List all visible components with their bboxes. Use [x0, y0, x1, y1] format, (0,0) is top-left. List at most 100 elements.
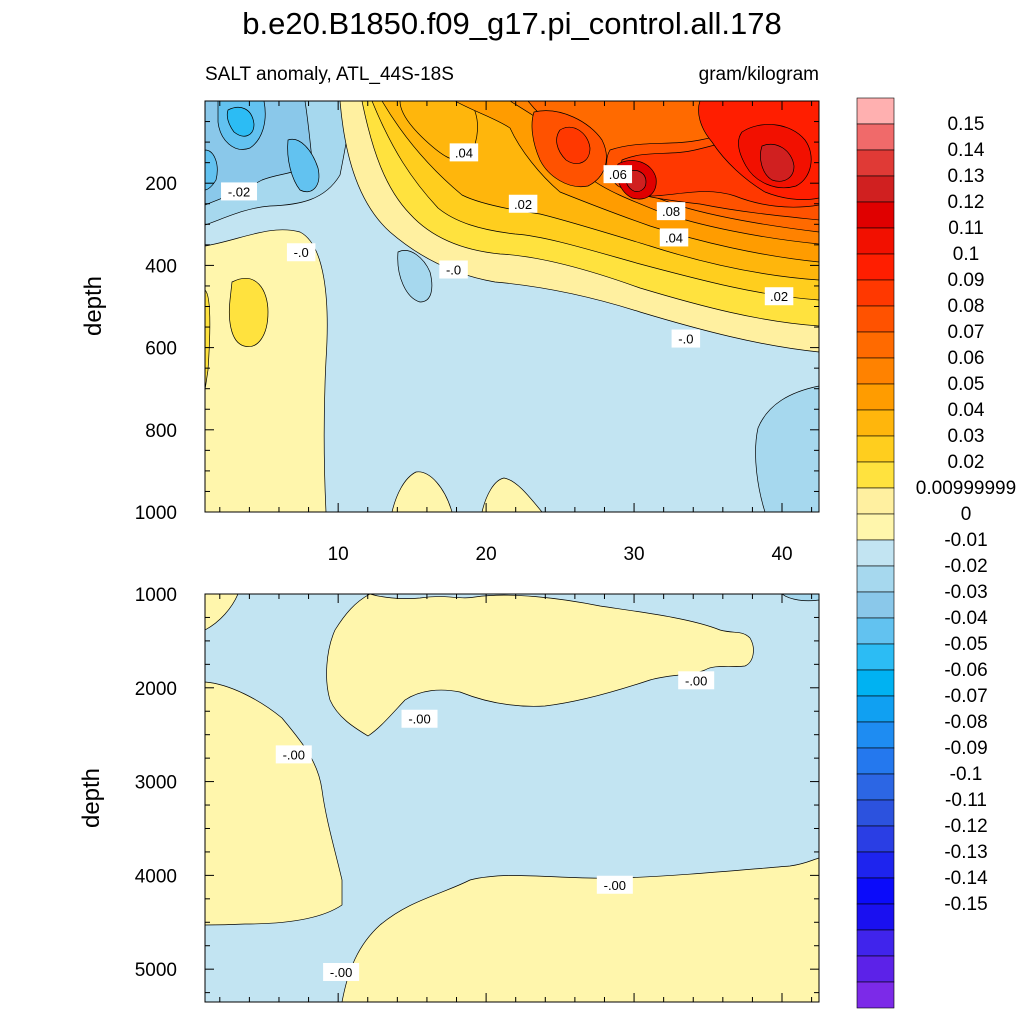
svg-text:.02: .02: [514, 197, 532, 212]
colorbar-box: [856, 825, 895, 853]
upper-positive-level-12: [556, 126, 591, 164]
colorbar-box: [856, 851, 895, 879]
svg-text:-.00: -.00: [330, 965, 352, 980]
chart-left-subtitle: SALT anomaly, ATL_44S-18S: [205, 64, 454, 85]
colorbar-box: [856, 539, 895, 567]
colorbar-box: [856, 201, 895, 229]
upper-y-axis-title: depth: [80, 276, 107, 336]
svg-text:-.02: -.02: [228, 184, 250, 199]
upper-left-positive-core: [205, 289, 211, 391]
upper-left-negative-core-4: [205, 149, 218, 191]
contour-label: -.00: [323, 962, 360, 981]
colorbar-label: -0.07: [944, 686, 987, 707]
colorbar-label: -0.11: [945, 790, 987, 811]
y-tick-label: 3000: [135, 773, 177, 794]
x-tick-label: 20: [476, 544, 497, 565]
colorbar-box: [856, 929, 895, 957]
colorbar-label: 0.02: [948, 452, 985, 473]
contour-label: .06: [603, 165, 633, 184]
y-tick-label: 5000: [135, 960, 177, 981]
colorbar-box: [856, 513, 895, 541]
svg-text:-.0: -.0: [446, 263, 461, 278]
contour-label: -.0: [671, 329, 701, 348]
contour-label: -.00: [596, 875, 633, 894]
upper-bottom-positive-bump-2: [481, 477, 543, 512]
y-tick-label: 800: [145, 421, 177, 442]
upper-positive-level-16: [760, 143, 795, 182]
colorbar-box: [856, 97, 895, 125]
colorbar-box: [856, 253, 895, 281]
colorbar-label: -0.05: [944, 634, 987, 655]
colorbar-box: [856, 981, 895, 1009]
colorbar-box: [856, 955, 895, 983]
colorbar-box: [856, 903, 895, 931]
colorbar-box: [856, 461, 895, 489]
contour-label: -.0: [286, 243, 316, 262]
contour-label: .02: [764, 287, 794, 306]
colorbar-label: -0.12: [944, 816, 987, 837]
svg-text:.08: .08: [662, 204, 680, 219]
upper-lower-right-negative: [755, 385, 819, 512]
svg-text:-.00: -.00: [283, 747, 305, 762]
contour-label: .02: [508, 194, 538, 213]
colorbar-label: 0.13: [948, 166, 985, 187]
colorbar-box: [856, 149, 895, 177]
y-tick-label: 200: [145, 174, 177, 195]
colorbar-label: 0.15: [948, 114, 985, 135]
contour-label: -.00: [275, 745, 312, 764]
svg-text:-.00: -.00: [408, 712, 430, 727]
colorbar-box: [856, 383, 895, 411]
svg-text:-.00: -.00: [604, 878, 626, 893]
contour-label: .04: [659, 228, 689, 247]
chart-units-subtitle: gram/kilogram: [699, 64, 819, 85]
colorbar-box: [856, 123, 895, 151]
colorbar-label: 0: [961, 504, 972, 525]
y-tick-label: 400: [145, 256, 177, 277]
upper-left-positive-region: [205, 229, 328, 512]
colorbar-label: 0.05: [948, 374, 985, 395]
lower-y-axis-title: depth: [78, 768, 105, 828]
colorbar-label: 0.09: [948, 270, 985, 291]
colorbar-label: -0.14: [944, 868, 988, 889]
y-tick-label: 4000: [135, 866, 177, 887]
colorbar-label: -0.02: [944, 556, 987, 577]
y-tick-label: 1000: [135, 585, 177, 606]
svg-text:-.0: -.0: [678, 332, 693, 347]
colorbar-box: [856, 695, 895, 723]
colorbar-box: [856, 799, 895, 827]
colorbar-label: -0.15: [944, 894, 987, 915]
colorbar-box: [856, 279, 895, 307]
colorbar-box: [856, 331, 895, 359]
contour-label: .08: [656, 202, 686, 221]
colorbar-box: [856, 487, 895, 515]
svg-text:-.00: -.00: [685, 673, 707, 688]
colorbar-box: [856, 227, 895, 255]
lower-bottom-positive-region: [341, 857, 819, 1002]
colorbar-label: 0.06: [948, 348, 985, 369]
colorbar-box: [856, 617, 895, 645]
colorbar-label: 0.11: [948, 218, 984, 239]
colorbar-box: [856, 565, 895, 593]
colorbar-box: [856, 877, 895, 905]
svg-text:.06: .06: [609, 167, 627, 182]
colorbar-box: [856, 643, 895, 671]
contour-label: -.0: [439, 260, 468, 279]
y-tick-label: 600: [145, 339, 177, 360]
colorbar-box: [856, 669, 895, 697]
colorbar-label: 0.07: [948, 322, 985, 343]
colorbar-box: [856, 409, 895, 437]
colorbar-label: 0.1: [953, 244, 979, 265]
svg-text:.04: .04: [455, 145, 473, 160]
axis-ticks: 10 20 30 40 200 400 600 800 1000 1000 2000 3000 4000…: [135, 100, 819, 1002]
lower-panel-plot: [205, 594, 819, 1002]
svg-text:-.0: -.0: [294, 245, 309, 260]
y-tick-label: 1000: [135, 503, 177, 524]
colorbar-box: [856, 305, 895, 333]
contour-label: .04: [449, 143, 479, 162]
colorbar-label: -0.09: [944, 738, 987, 759]
colorbar-label: -0.08: [944, 712, 987, 733]
upper-panel-plot: [205, 101, 819, 512]
x-tick-label: 40: [771, 544, 792, 565]
colorbar-box: [856, 435, 895, 463]
